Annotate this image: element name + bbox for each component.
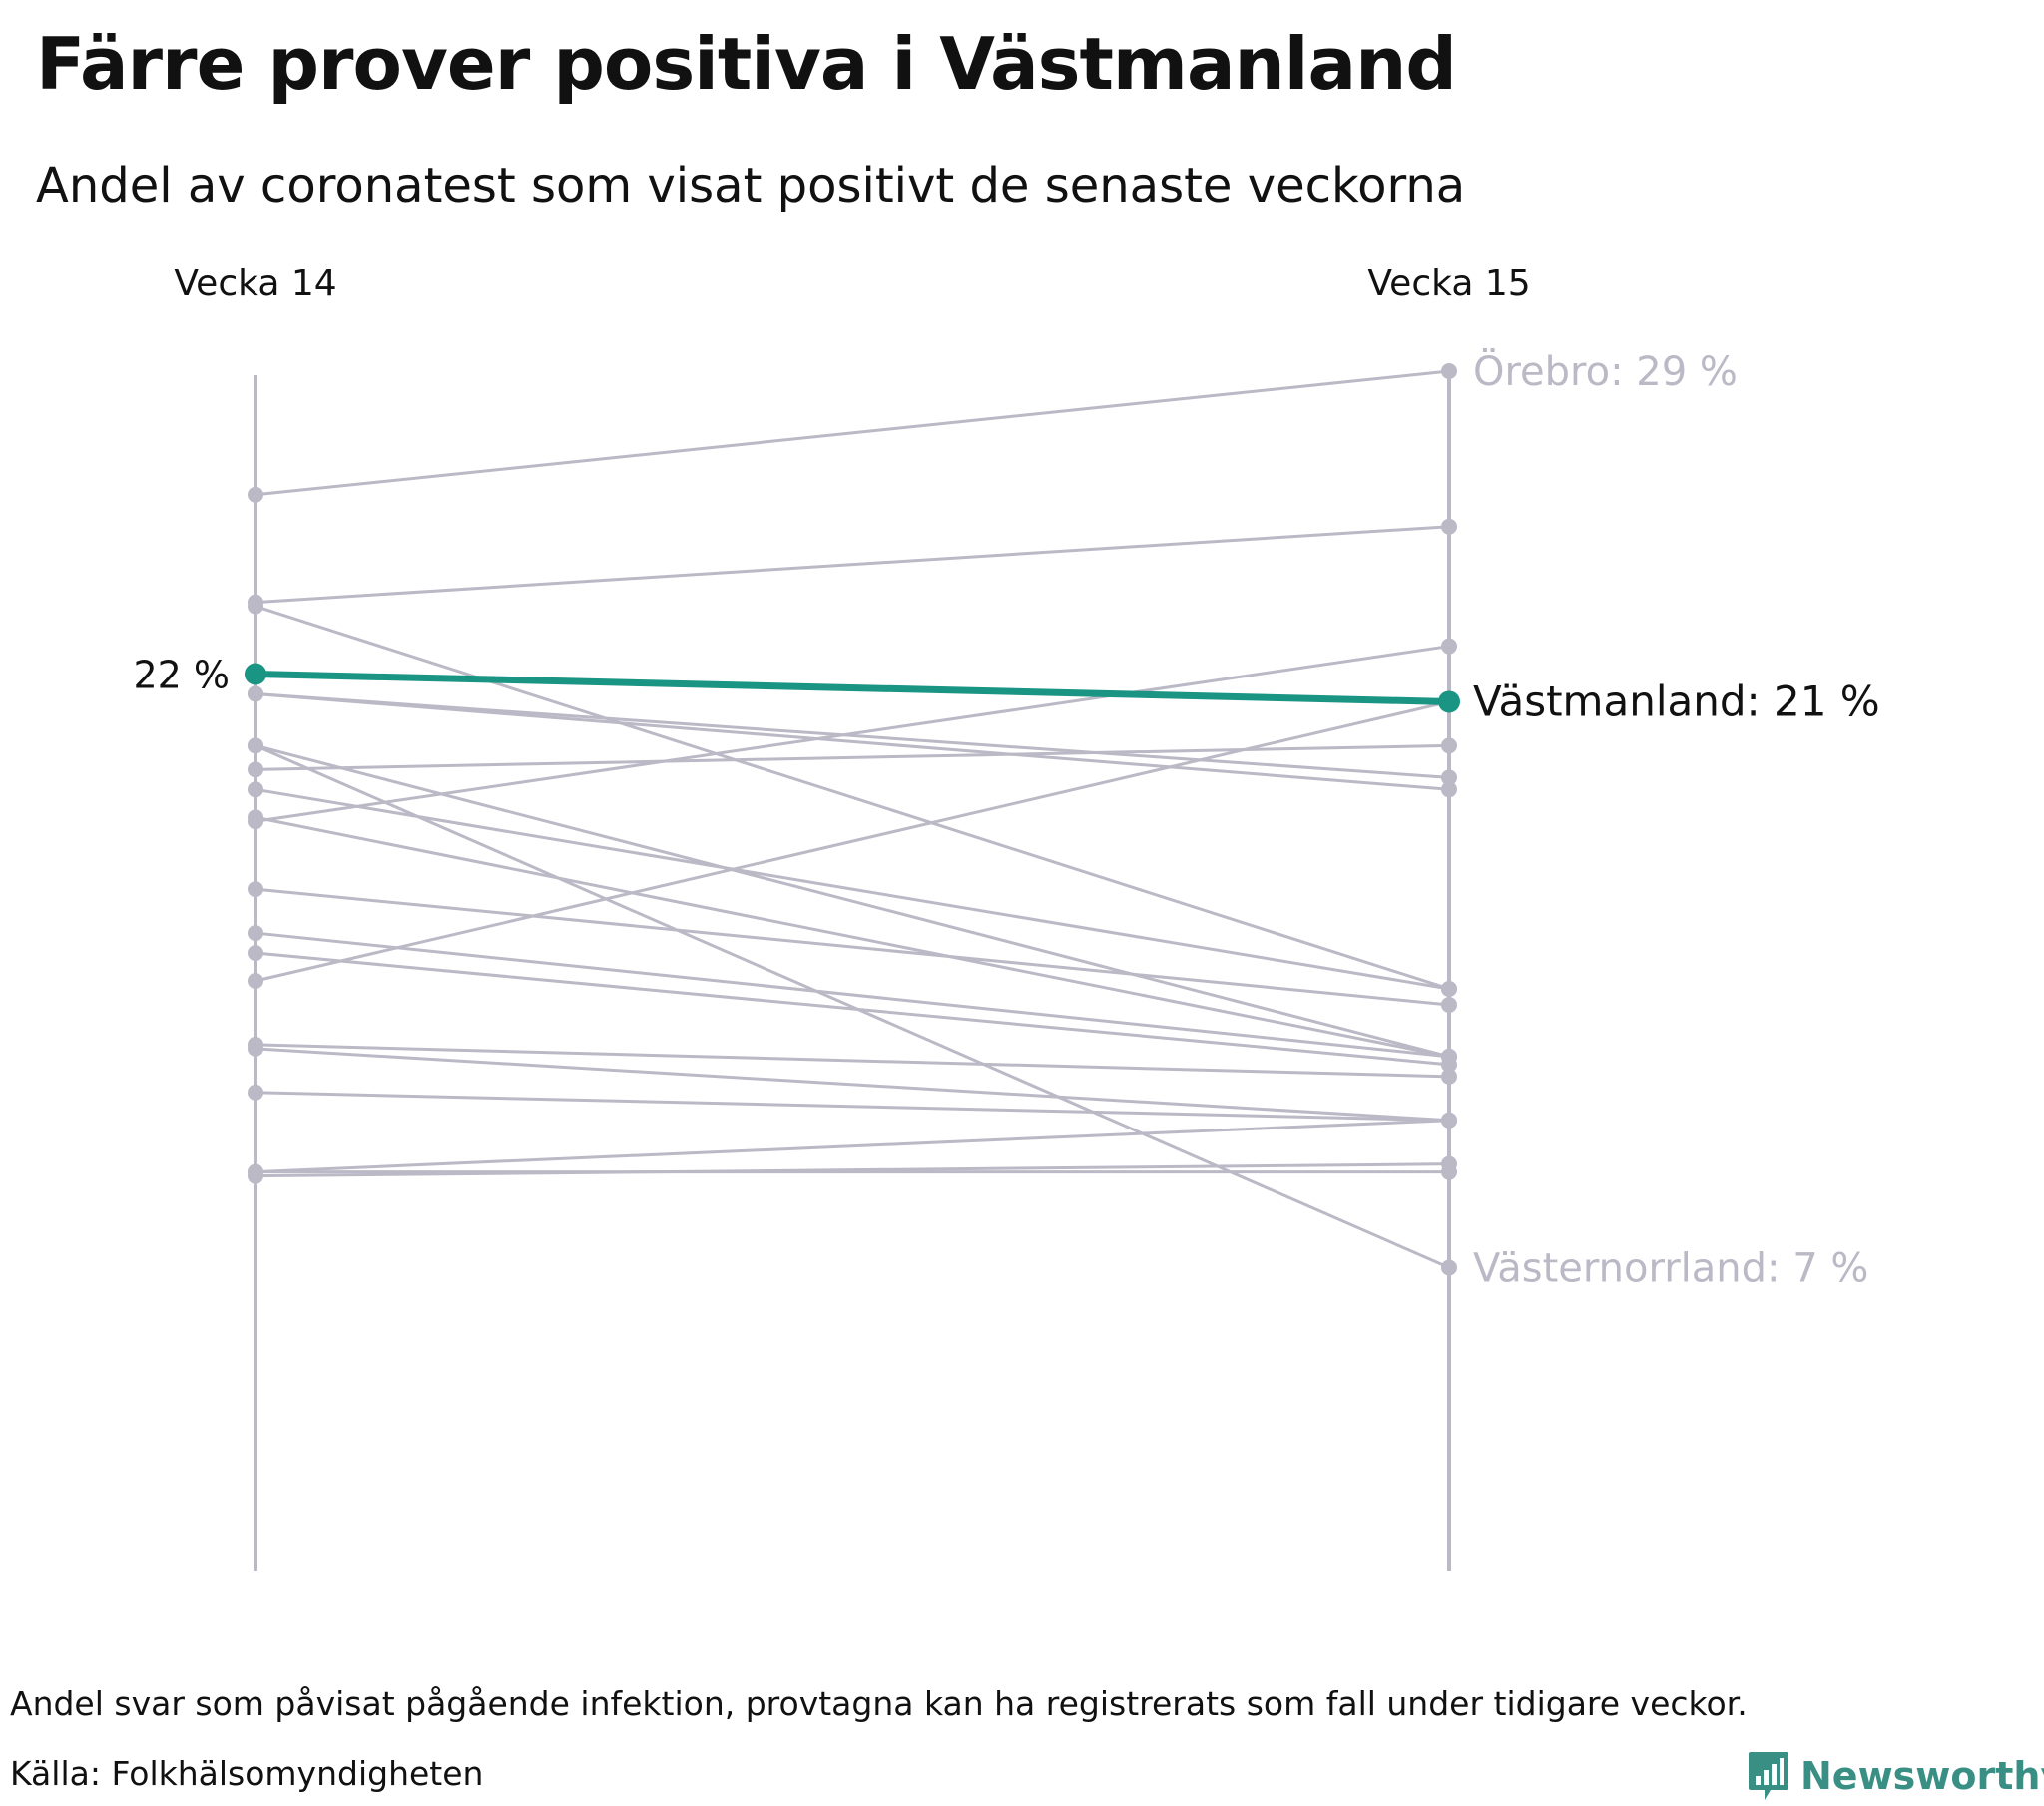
column-label-week-14: Vecka 14 [174,263,336,304]
series-line-2 [255,605,1450,991]
series-start-point-14 [248,972,263,989]
chart-axes: Vecka 14 Vecka 15 [174,263,1531,1571]
series-end-point-7 [1441,737,1457,754]
series-line-15 [255,1043,1450,1079]
chart-title: Färre prover positiva i Västmanland [36,22,1457,106]
series-line-14 [255,699,1450,983]
series-start-point-8 [248,781,263,798]
series-end-point-8 [1441,980,1457,997]
series-line-8 [255,787,1450,991]
series-start-point-16 [248,1040,263,1057]
min-end-label: Västernorrland: 7 % [1473,1246,1868,1292]
series-line-5 [255,743,1450,1059]
series-5 [248,737,1457,1065]
series-line-12 [255,931,1450,1059]
series-end-point-20 [1441,1155,1457,1172]
series-1 [248,518,1457,611]
labels-layer: 22 % Västmanland: 21 % Örebro: 29 % Väst… [133,347,1879,1292]
series-line-10 [255,645,1450,823]
series-start-point-11 [248,881,263,898]
column-label-week-15: Vecka 15 [1367,263,1530,304]
series-end-point-0 [1441,363,1457,380]
series-end-point-13 [1441,1056,1457,1073]
series-line-17 [255,1091,1450,1123]
series-line-3 [255,691,1450,779]
series-13 [248,945,1457,1073]
series-line-16 [255,1047,1450,1123]
series-start-point-4 [248,685,263,702]
series-14 [248,693,1457,989]
series-start-point-17 [248,1084,263,1101]
series-end-point-6 [1441,1259,1457,1276]
series-start-point-13 [248,945,263,962]
footnote: Andel svar som påvisat pågående infektio… [10,1684,1748,1723]
series-start-point-0 [248,486,263,503]
newsworthy-logo-icon [1749,1752,1788,1800]
source-note: Källa: Folkhälsomyndigheten [10,1754,484,1793]
series-9 [248,809,1457,1065]
series-end-point-3 [1441,769,1457,786]
series-start-point-2 [248,598,263,615]
series-line-11 [255,887,1450,1007]
series-end-point-11 [1441,996,1457,1013]
series-end-point-10 [1441,638,1457,655]
series-start-point-7 [248,761,263,778]
series-0 [248,363,1457,503]
series-line-0 [255,369,1450,497]
brand-name: Newsworthy [1800,1754,2044,1798]
series-20 [248,1155,1457,1184]
series-start-point-12 [248,925,263,942]
series-10 [248,638,1457,830]
series-line-6 [255,744,1450,1269]
series-end-point-4 [1441,781,1457,798]
series-line-4 [255,691,1450,791]
series-line-20 [255,1162,1450,1178]
slope-chart: Vecka 14 Vecka 15 22 % Västmanland: 21 %… [133,263,1880,1571]
series-line-1 [255,525,1450,605]
series-start-point-20 [248,1167,263,1184]
series-15 [248,1036,1457,1085]
brand-logo: Newsworthy [1747,1746,2044,1806]
series-line-18 [255,1119,1450,1174]
series-end-point-1 [1441,518,1457,535]
highlight-start-point [245,663,266,685]
series-17 [248,1084,1457,1129]
chart-subtitle: Andel av coronatest som visat positivt d… [36,158,1466,214]
series-11 [248,881,1457,1013]
series-end-point-15 [1441,1068,1457,1085]
series-6 [248,737,1457,1276]
highlight-end-label: Västmanland: 21 % [1473,677,1880,725]
series-start-point-6 [248,737,263,754]
series-line-13 [255,951,1450,1067]
highlight-start-label: 22 % [133,654,230,697]
highlight-layer [245,663,1460,713]
series-line-9 [255,815,1450,1059]
highlight-end-point [1438,690,1460,713]
highlight-line [255,671,1450,705]
series-layer [248,363,1457,1276]
series-8 [248,781,1457,997]
series-4 [248,685,1457,798]
series-start-point-10 [248,813,263,830]
max-end-label: Örebro: 29 % [1473,347,1738,395]
series-end-point-18 [1441,1112,1457,1129]
